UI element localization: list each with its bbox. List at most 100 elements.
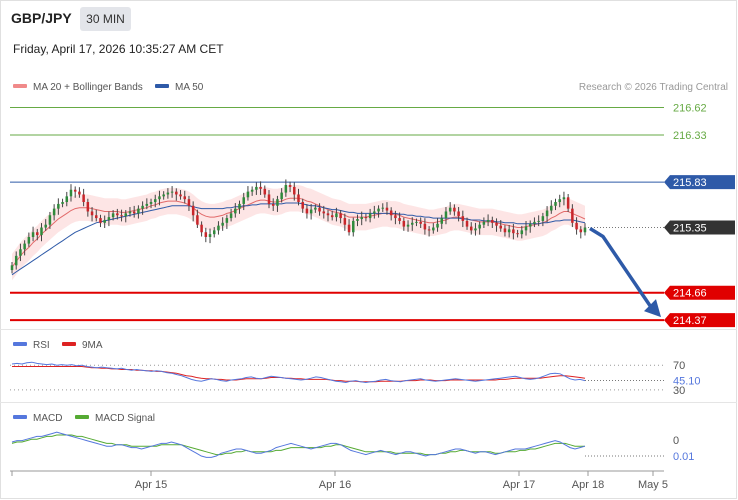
candle-body: [356, 219, 359, 221]
candle-body: [545, 210, 549, 217]
rsi-ma-legend-label: 9MA: [82, 340, 103, 351]
candle-body: [246, 191, 250, 198]
candle-body: [402, 220, 406, 227]
candle-body: [19, 249, 22, 256]
macd-panel: 00.01: [11, 431, 694, 463]
candle-body: [175, 191, 178, 195]
level-label: 216.62: [673, 103, 707, 115]
candle-body: [486, 219, 490, 222]
candle-body: [314, 207, 317, 210]
candle-body: [27, 236, 31, 244]
ma50-legend-swatch: [155, 84, 169, 88]
macd-signal-legend-label: MACD Signal: [95, 413, 155, 424]
candle-body: [212, 230, 216, 235]
candle-body: [423, 223, 427, 230]
candle-body: [52, 208, 56, 216]
candle-body: [297, 194, 300, 203]
panel-divider: [0, 402, 737, 403]
candle-body: [465, 220, 469, 227]
candle-body: [111, 213, 115, 218]
candle-body: [326, 213, 330, 216]
candle-body: [229, 213, 233, 219]
ma20-legend-swatch: [13, 84, 27, 88]
candle-body: [44, 224, 47, 228]
macd-line: [11, 431, 586, 458]
candle-body: [541, 216, 545, 221]
candle-body: [107, 217, 111, 220]
candle-body: [31, 232, 35, 237]
candle-body: [61, 202, 64, 204]
rsi-ma-legend-swatch: [62, 342, 76, 346]
symbol-label: GBP/JPY: [11, 10, 72, 26]
candle-body: [170, 191, 174, 193]
macd-level-label: 0: [673, 435, 679, 447]
candle-body: [40, 227, 43, 236]
ma20-legend-label: MA 20 + Bollinger Bands: [33, 82, 143, 93]
candle-body: [284, 185, 288, 193]
candle-body: [267, 194, 271, 204]
candle-body: [575, 222, 578, 230]
candle-body: [562, 197, 566, 200]
candle-body: [280, 192, 283, 200]
candle-body: [305, 208, 309, 214]
candle-body: [385, 207, 389, 211]
candle-body: [158, 196, 161, 200]
candle-body: [528, 223, 532, 227]
candle-body: [221, 222, 224, 226]
timestamp: Friday, April 17, 2026 10:35:27 AM CET: [13, 42, 224, 56]
candle-body: [36, 232, 39, 236]
timeframe-badge[interactable]: 30 MIN: [80, 7, 131, 31]
candle-body: [276, 199, 279, 206]
candle-body: [432, 227, 435, 231]
candle-body: [10, 265, 14, 271]
candle-body: [69, 189, 73, 197]
candle-body: [499, 225, 502, 229]
macd-legend-swatch: [13, 415, 27, 419]
candle-body: [179, 194, 182, 197]
candle-body: [571, 208, 574, 223]
candle-body: [491, 219, 494, 223]
macd-current-label: 0.01: [673, 451, 694, 463]
candle-body: [339, 213, 342, 219]
candle-body: [191, 205, 195, 216]
candle-body: [78, 191, 81, 195]
candle-body: [579, 229, 583, 233]
candle-body: [474, 228, 477, 231]
time-axis-label: May 5: [638, 479, 668, 491]
level-label: 215.83: [673, 177, 707, 189]
time-axis-label: Apr 17: [503, 479, 535, 491]
candle-body: [512, 229, 515, 234]
time-axis-label: Apr 16: [319, 479, 351, 491]
candle-body: [225, 218, 229, 223]
macd-legend-label: MACD: [33, 413, 62, 424]
time-axis-label: Apr 18: [572, 479, 604, 491]
candle-body: [204, 232, 208, 237]
candle-body: [495, 222, 498, 226]
candle-body: [457, 211, 460, 217]
rsi-level-label: 30: [673, 385, 685, 397]
candle-body: [95, 215, 98, 219]
candle-body: [242, 197, 245, 204]
candle-body: [196, 215, 199, 225]
candle-body: [120, 215, 123, 217]
candle-body: [364, 217, 368, 219]
current-price-label: 215.35: [673, 223, 707, 235]
candle-body: [448, 207, 452, 212]
candle-body: [469, 226, 473, 231]
level-label: 214.37: [673, 315, 707, 327]
candle-body: [554, 202, 557, 206]
rsi-current-label: 45.10: [673, 376, 701, 388]
time-axis: Apr 15 Apr 16 Apr 17 Apr 18 May 5: [10, 470, 668, 491]
candle-body: [14, 255, 18, 266]
candle-body: [250, 189, 254, 192]
candle-body: [347, 224, 351, 233]
candle-body: [318, 207, 321, 212]
candle-body: [153, 199, 157, 203]
price-panel: 216.62 216.33 215.83 214.66 214.37 215.35: [10, 103, 735, 328]
candle-body: [415, 221, 418, 223]
candle-body: [149, 202, 153, 204]
candle-body: [217, 225, 220, 231]
candle-body: [90, 211, 94, 216]
candle-body: [200, 224, 203, 233]
candle-body: [411, 222, 414, 225]
